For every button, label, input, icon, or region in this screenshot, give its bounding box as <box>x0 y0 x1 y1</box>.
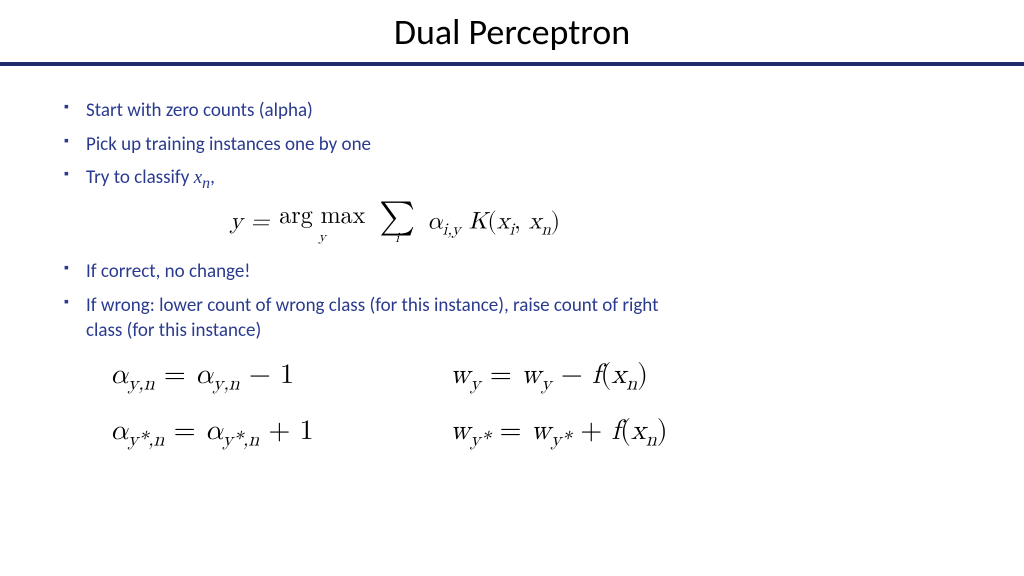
paren: ) <box>637 361 648 389</box>
sum-symbol: ∑ <box>379 200 415 234</box>
comma: , <box>514 210 529 234</box>
equation-updates: αy,n = αy,n − 1 wy = wy − f(xn) αy*,n = … <box>110 358 974 451</box>
sym: w <box>521 361 541 389</box>
xsub: n <box>626 374 637 394</box>
slide: Dual Perceptron Start with zero counts (… <box>0 0 1024 576</box>
sub: y <box>541 374 551 394</box>
sym: w <box>531 417 551 445</box>
argmax-sub: y <box>279 230 365 244</box>
paren-close: ) <box>551 210 560 234</box>
eq-alpha-wrong: αy,n = αy,n − 1 <box>110 358 410 396</box>
f: f <box>612 417 621 445</box>
bullet-list-2: If correct, no change! If wrong: lower c… <box>60 259 974 344</box>
bullet-text: Try to classify <box>86 166 194 189</box>
bullet-text: , <box>210 166 215 189</box>
paren: ( <box>620 417 631 445</box>
eq-lhs: y = <box>230 210 277 234</box>
sym: α <box>110 417 128 445</box>
sym: α <box>205 417 223 445</box>
bullet-list: Start with zero counts (alpha) Pick up t… <box>60 98 974 194</box>
op: + <box>571 417 611 445</box>
eq: = <box>164 417 204 445</box>
eq-alpha-sub: i,y <box>443 222 461 239</box>
sub: y* <box>551 429 571 449</box>
f: f <box>592 361 601 389</box>
eq-alpha: α <box>427 210 442 234</box>
slide-title: Dual Perceptron <box>0 0 1024 62</box>
argmax-label: arg max <box>279 204 365 228</box>
sym: α <box>195 361 213 389</box>
xsub: n <box>646 429 657 449</box>
eq: = <box>155 361 195 389</box>
op: − <box>552 361 592 389</box>
bullet-item: Start with zero counts (alpha) <box>60 98 974 124</box>
sub: y*,n <box>223 429 259 449</box>
x: x <box>611 361 626 389</box>
eq-K: K <box>469 210 488 234</box>
eq-w-wrong: wy = wy − f(xn) <box>450 358 810 396</box>
eq-x2-sub: n <box>541 222 550 239</box>
eq: = <box>490 417 530 445</box>
eq: = <box>481 361 521 389</box>
equation-classify: y = arg max y ∑ i αi,y K(xi, xn) <box>60 202 974 245</box>
math-var: x <box>194 167 202 188</box>
sub: y* <box>470 429 490 449</box>
eq-x2: x <box>529 210 542 234</box>
bullet-item: Try to classify xn, <box>60 165 974 194</box>
sym: α <box>110 361 128 389</box>
eq-x1: x <box>497 210 510 234</box>
content-area: Start with zero counts (alpha) Pick up t… <box>0 66 1024 451</box>
paren: ) <box>657 417 668 445</box>
sum-operator: ∑ i <box>379 202 415 245</box>
paren-open: ( <box>487 210 496 234</box>
argmax-operator: arg max y <box>279 204 365 244</box>
x: x <box>631 417 646 445</box>
paren: ( <box>601 361 612 389</box>
bullet-item: Pick up training instances one by one <box>60 132 974 158</box>
sub: y,n <box>213 374 240 394</box>
sub: y,n <box>128 374 155 394</box>
eq-w-right: wy* = wy* + f(xn) <box>450 414 810 452</box>
tail: + 1 <box>259 417 313 445</box>
bullet-item: If correct, no change! <box>60 259 974 285</box>
sym: w <box>450 361 470 389</box>
math-sub: n <box>202 175 210 192</box>
sub: y*,n <box>128 429 164 449</box>
bullet-item: If wrong: lower count of wrong class (fo… <box>60 293 686 344</box>
sub: y <box>470 374 480 394</box>
eq-alpha-right: αy*,n = αy*,n + 1 <box>110 414 410 452</box>
sym: w <box>450 417 470 445</box>
tail: − 1 <box>240 361 294 389</box>
